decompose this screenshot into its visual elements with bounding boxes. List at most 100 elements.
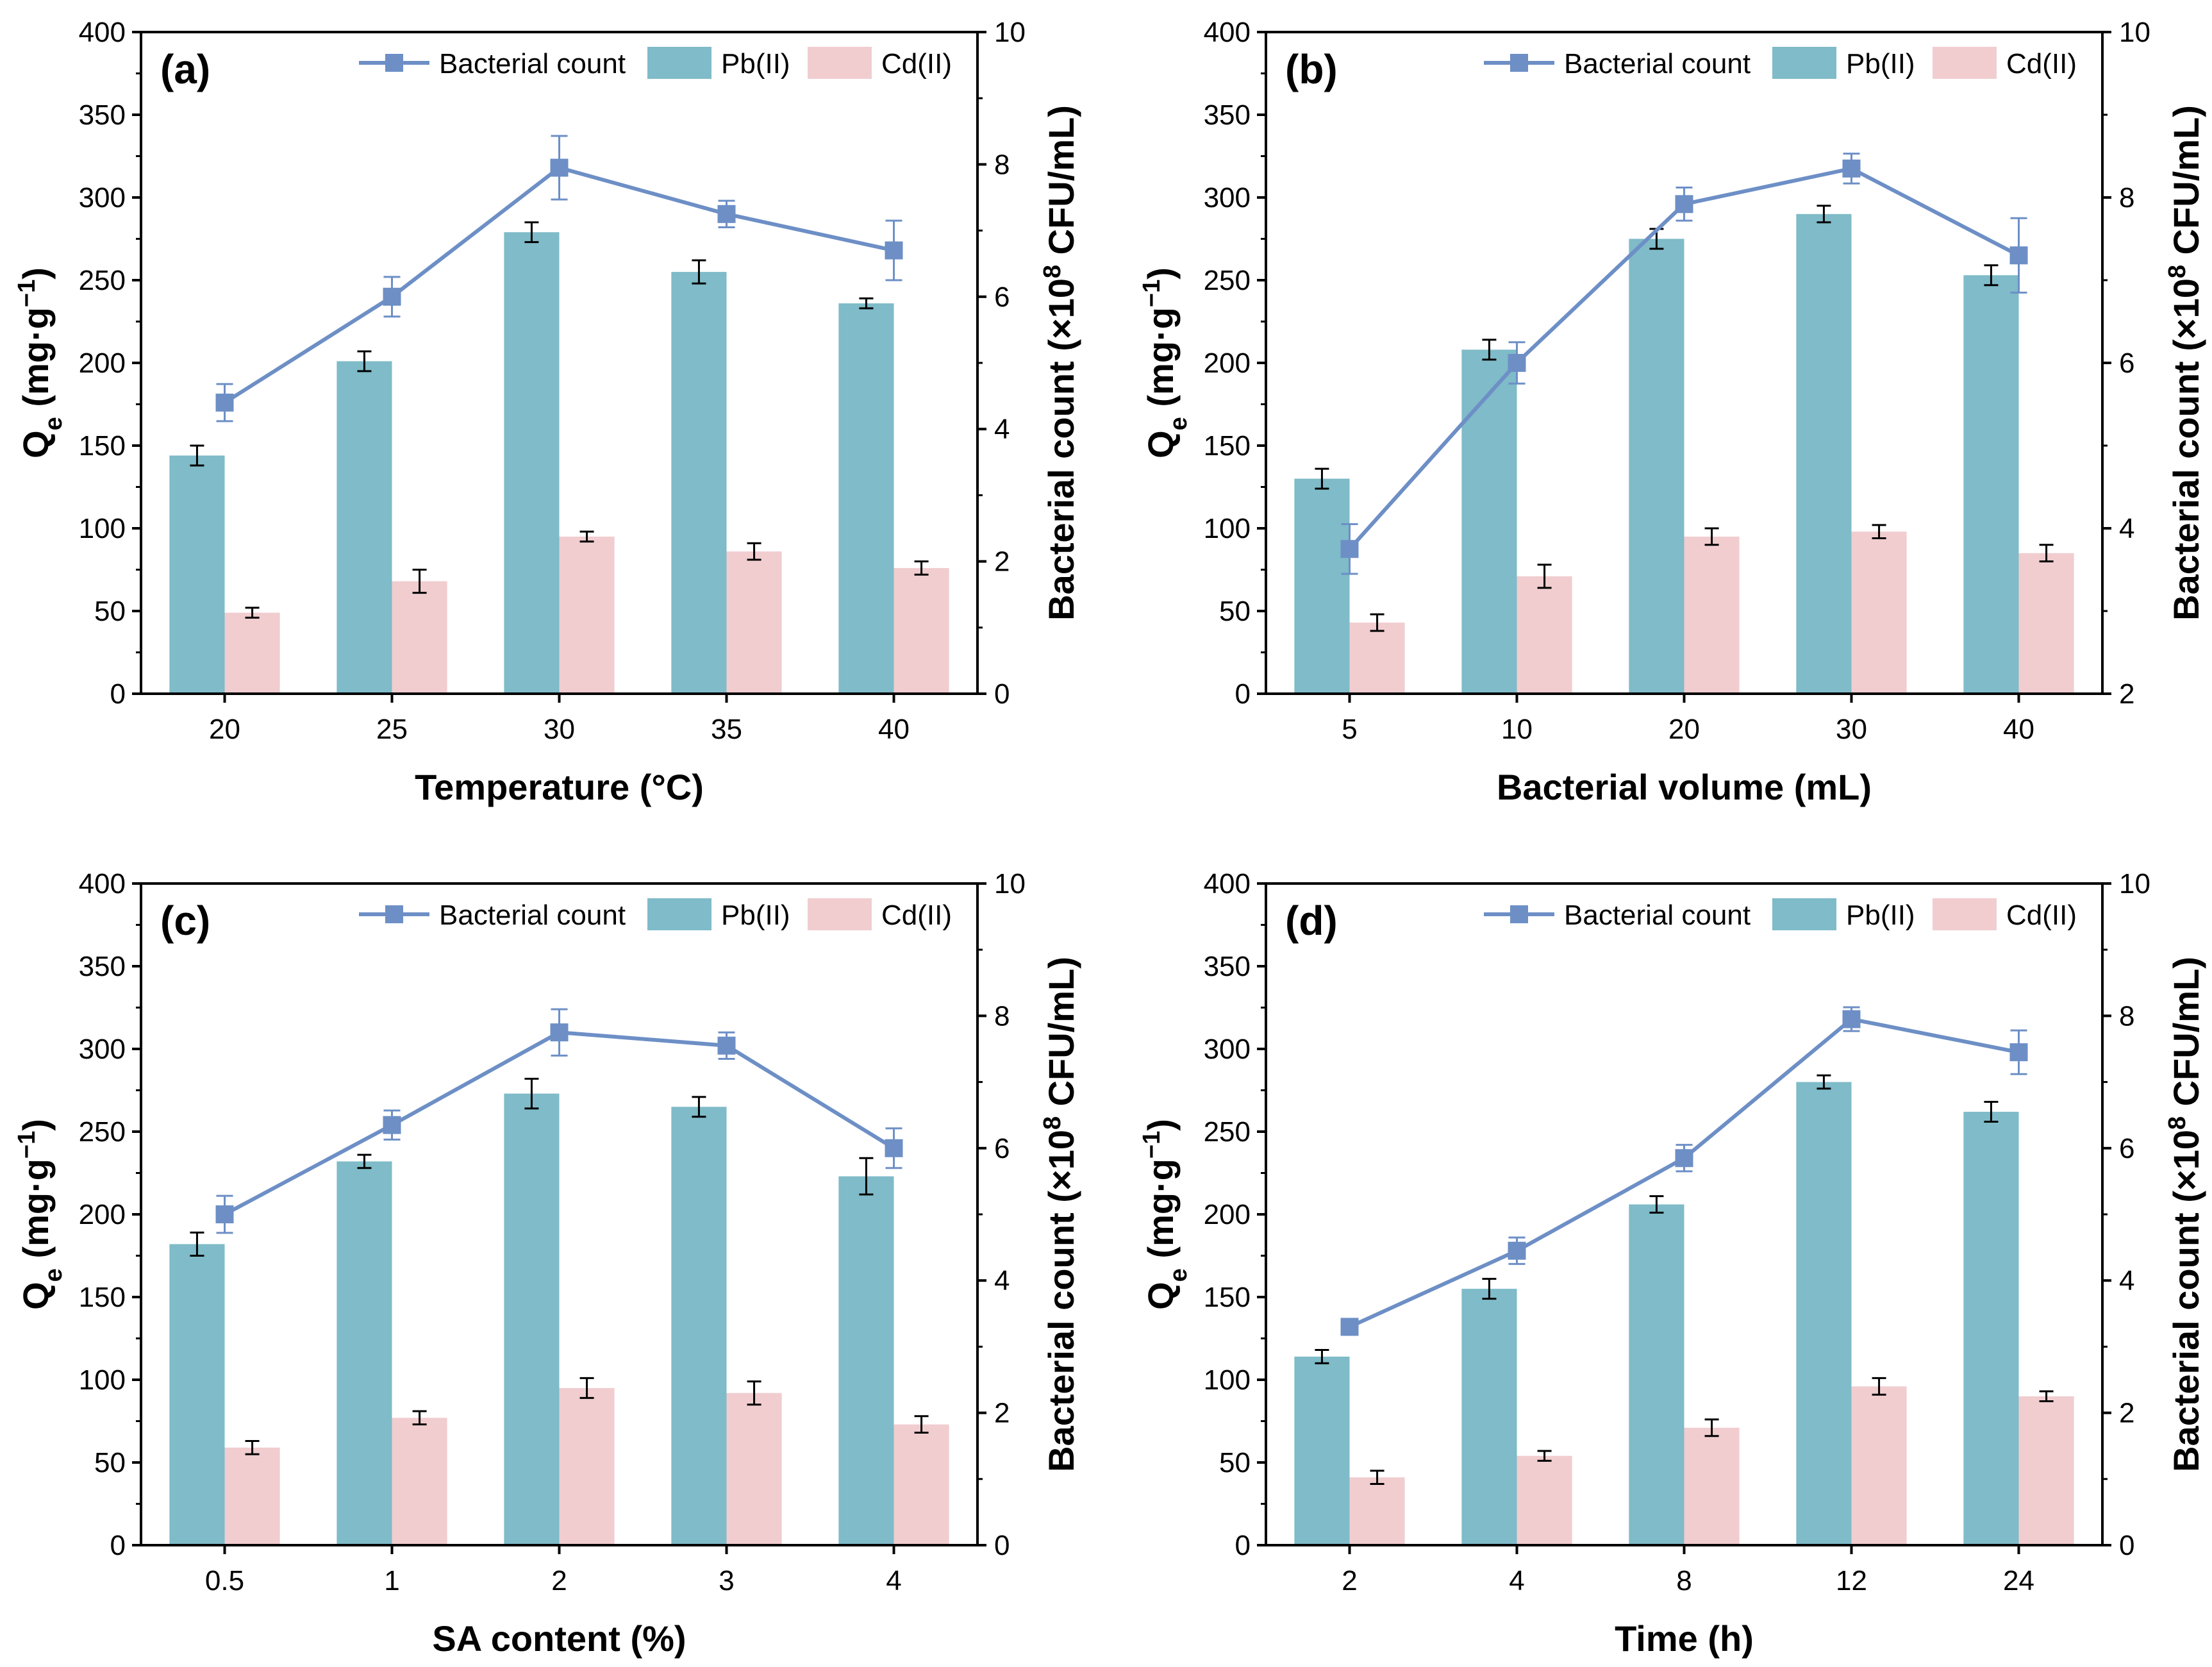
pb-bar xyxy=(1461,349,1517,694)
left-tick-label: 100 xyxy=(79,1364,126,1396)
pb-bar xyxy=(1629,1204,1684,1545)
legend-line-label: Bacterial count xyxy=(1564,900,1750,931)
left-tick-label: 150 xyxy=(1204,1282,1251,1313)
left-tick-label: 350 xyxy=(79,99,126,131)
right-tick-label: 10 xyxy=(2119,17,2150,48)
legend-pb-label: Pb(II) xyxy=(1846,900,1915,931)
right-tick-label: 6 xyxy=(2119,348,2134,379)
cd-error-bar xyxy=(2039,1390,2054,1403)
legend-pb-swatch xyxy=(1772,47,1836,79)
right-tick-label: 8 xyxy=(994,149,1010,180)
legend-line-label: Bacterial count xyxy=(1564,48,1750,80)
x-tick-label: 40 xyxy=(2003,714,2034,745)
x-tick-label: 40 xyxy=(878,714,910,745)
right-tick-label: 4 xyxy=(994,1265,1010,1296)
left-tick-label: 200 xyxy=(1204,348,1251,379)
right-tick-label: 0 xyxy=(994,678,1010,710)
left-tick-label: 50 xyxy=(1219,596,1251,627)
right-tick-label: 4 xyxy=(994,414,1010,445)
legend-cd-label: Cd(II) xyxy=(881,48,952,80)
bacterial-count-marker xyxy=(1842,1010,1861,1028)
pb-bar xyxy=(337,361,392,694)
pb-bar xyxy=(1294,1356,1350,1545)
legend-pb-label: Pb(II) xyxy=(1846,48,1915,80)
x-tick-label: 10 xyxy=(1501,714,1533,745)
cd-error-bar xyxy=(914,560,929,576)
x-tick-label: 0.5 xyxy=(205,1565,244,1596)
bacterial-count-marker xyxy=(550,1023,569,1042)
x-tick-label: 35 xyxy=(711,714,742,745)
bacterial-count-marker xyxy=(885,1139,903,1157)
legend-pb-label: Pb(II) xyxy=(721,48,790,80)
x-tick-label: 12 xyxy=(1836,1565,1867,1596)
pb-error-bar xyxy=(524,221,539,244)
x-axis-title: SA content (%) xyxy=(432,1618,686,1659)
left-tick-label: 250 xyxy=(79,1116,126,1148)
pb-bar xyxy=(1796,1082,1852,1545)
pb-error-bar xyxy=(1984,1101,1999,1123)
right-tick-label: 2 xyxy=(994,546,1010,578)
legend-line-marker xyxy=(385,905,403,923)
pb-error-bar xyxy=(190,1231,204,1257)
cd-bar xyxy=(1517,1455,1572,1545)
chart-panel-c: 0 50 100 150 200 250 300 350 400 0 2 4 6 8 10 0.5 1 2 3 4 SA… xyxy=(13,868,1081,1659)
cd-error-bar xyxy=(2039,544,2054,563)
right-tick-label: 6 xyxy=(994,1133,1010,1164)
panel-label: (d) xyxy=(1285,898,1338,944)
pb-error-bar xyxy=(357,1153,372,1169)
cd-error-bar xyxy=(1704,527,1719,546)
bacterial-count-marker xyxy=(383,1116,401,1134)
left-tick-label: 300 xyxy=(1204,1034,1251,1065)
pb-error-bar xyxy=(1817,205,1831,224)
left-tick-label: 0 xyxy=(1235,678,1251,710)
right-tick-label: 8 xyxy=(2119,1000,2134,1032)
legend-cd-swatch xyxy=(1933,47,1997,79)
panel-label: (c) xyxy=(160,898,210,944)
legend-line-label: Bacterial count xyxy=(439,900,626,931)
left-tick-label: 350 xyxy=(1204,99,1251,131)
pb-bar xyxy=(504,1093,560,1545)
left-tick-label: 350 xyxy=(79,951,126,982)
cd-bar xyxy=(1349,623,1405,694)
cd-bar xyxy=(559,1387,615,1545)
pb-error-bar xyxy=(524,1077,539,1110)
pb-bar xyxy=(1963,1112,2019,1545)
bacterial-count-marker xyxy=(1842,159,1861,178)
cd-error-bar xyxy=(579,1377,594,1399)
pb-bar xyxy=(504,232,560,694)
pb-error-bar xyxy=(692,1096,706,1118)
pb-error-bar xyxy=(1649,1195,1664,1214)
pb-error-bar xyxy=(1482,339,1497,361)
cd-bar xyxy=(392,581,447,694)
legend-cd-label: Cd(II) xyxy=(2006,48,2077,80)
left-tick-label: 250 xyxy=(1204,1116,1251,1148)
pb-error-bar xyxy=(357,350,372,373)
pb-error-bar xyxy=(1817,1074,1831,1090)
right-tick-label: 10 xyxy=(994,868,1026,900)
pb-error-bar xyxy=(190,444,204,467)
right-tick-label: 8 xyxy=(994,1000,1010,1032)
bacterial-count-marker xyxy=(717,1036,736,1055)
left-tick-label: 100 xyxy=(79,513,126,544)
right-tick-label: 4 xyxy=(2119,513,2134,544)
left-tick-label: 300 xyxy=(79,182,126,214)
pb-error-bar xyxy=(1315,467,1329,490)
right-axis-title: Bacterial count (×108 CFU/mL) xyxy=(2164,957,2206,1472)
bacterial-count-marker xyxy=(1340,1318,1359,1336)
x-tick-label: 5 xyxy=(1342,714,1357,745)
left-tick-label: 300 xyxy=(1204,182,1251,214)
cd-bar xyxy=(1684,1427,1740,1545)
legend-line-marker xyxy=(1510,905,1528,923)
bacterial-count-marker xyxy=(550,158,569,177)
legend-line-marker xyxy=(385,54,403,72)
pb-bar xyxy=(169,1244,225,1545)
pb-bar xyxy=(169,455,225,694)
cd-error-bar xyxy=(1370,613,1385,632)
pb-error-bar xyxy=(1315,1349,1329,1364)
cd-error-bar xyxy=(579,530,594,543)
legend: Bacterial count Pb(II) Cd(II) xyxy=(1484,898,2077,931)
cd-error-bar xyxy=(1872,524,1886,539)
right-tick-label: 0 xyxy=(994,1530,1010,1561)
